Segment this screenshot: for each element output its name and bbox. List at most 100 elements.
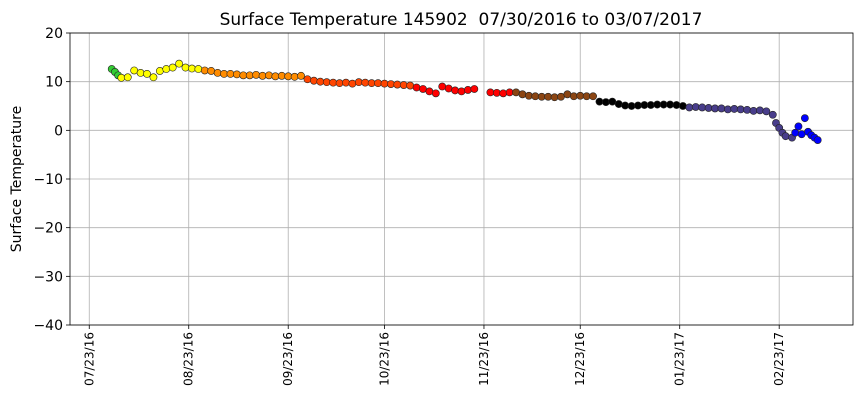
data-point: [335, 79, 344, 88]
data-point: [499, 89, 508, 98]
data-point: [544, 92, 553, 101]
data-point: [207, 67, 216, 75]
y-tick-label: −40: [33, 318, 63, 334]
data-point: [679, 102, 687, 110]
data-point: [464, 86, 472, 94]
data-point: [486, 88, 495, 97]
data-point: [743, 105, 752, 114]
data-point: [342, 78, 350, 87]
data-point: [589, 92, 597, 101]
data-point: [258, 71, 267, 80]
data-point: [245, 71, 254, 80]
y-tick-label: −30: [33, 269, 63, 285]
data-point: [194, 65, 203, 73]
data-point: [595, 97, 604, 106]
data-point: [431, 89, 440, 98]
data-point: [444, 84, 453, 93]
x-tick-label: 11/23/16: [477, 332, 491, 386]
data-point: [309, 76, 318, 85]
data-point: [188, 64, 196, 73]
data-point: [284, 72, 293, 81]
data-point: [271, 72, 280, 81]
data-point: [406, 81, 415, 90]
data-point: [136, 69, 145, 77]
data-point: [717, 104, 726, 113]
data-point: [226, 69, 235, 78]
x-tick-label: 07/23/16: [82, 332, 96, 386]
data-point: [181, 63, 190, 72]
data-point: [730, 105, 739, 113]
y-tick-label: 20: [45, 26, 63, 42]
data-point: [348, 79, 357, 88]
data-point: [149, 73, 158, 82]
x-tick-label: 09/23/16: [281, 332, 295, 386]
data-point: [492, 88, 501, 97]
data-point: [252, 70, 261, 79]
data-point: [354, 78, 363, 87]
data-point: [646, 101, 655, 109]
chart-title: Surface Temperature 145902 07/30/2016 to…: [220, 10, 703, 30]
data-point: [563, 90, 572, 99]
data-point: [512, 88, 520, 97]
data-point: [277, 71, 286, 80]
data-point: [155, 67, 164, 75]
data-point: [550, 93, 559, 102]
data-point: [813, 136, 822, 144]
data-point: [316, 77, 325, 86]
data-point: [380, 79, 389, 88]
y-tick-label: −10: [33, 172, 63, 188]
data-point: [175, 59, 184, 68]
data-point: [685, 103, 694, 112]
data-point: [361, 78, 370, 87]
x-tick-label: 12/23/16: [573, 332, 587, 386]
y-tick-label: −20: [33, 221, 63, 237]
data-point: [569, 92, 578, 101]
data-point: [143, 69, 151, 78]
data-point: [290, 72, 299, 81]
data-point: [162, 65, 171, 73]
data-point: [399, 81, 408, 89]
data-point: [425, 87, 434, 96]
data-point: [297, 71, 305, 80]
data-point: [524, 91, 533, 100]
data-point: [232, 70, 241, 79]
data-point: [704, 104, 713, 112]
data-point: [393, 80, 402, 89]
data-point: [794, 122, 803, 131]
data-point: [762, 107, 771, 116]
data-point: [634, 101, 642, 110]
x-tick-label: 10/23/16: [377, 332, 391, 386]
data-point: [576, 91, 585, 100]
data-point: [412, 83, 421, 92]
data-point: [749, 106, 758, 115]
data-point: [781, 132, 790, 141]
data-point: [457, 87, 466, 96]
data-point: [168, 63, 177, 72]
data-point: [531, 92, 540, 101]
data-point: [451, 86, 459, 95]
data-point: [602, 98, 610, 107]
data-point: [470, 85, 479, 93]
x-tick-label: 02/23/17: [772, 332, 786, 386]
data-point: [723, 105, 732, 114]
data-point: [756, 106, 764, 115]
data-point: [627, 102, 636, 110]
data-point: [303, 75, 312, 84]
data-point: [666, 100, 674, 109]
data-point: [387, 80, 395, 88]
data-point: [518, 90, 527, 99]
data-point: [213, 69, 222, 77]
data-point: [691, 103, 700, 111]
data-point: [614, 100, 623, 108]
data-point: [329, 78, 338, 87]
data-point: [438, 82, 447, 91]
data-point: [736, 105, 745, 114]
data-point: [800, 114, 809, 123]
x-tick-label: 01/23/17: [673, 332, 687, 386]
x-tick-label: 08/23/16: [182, 332, 196, 386]
data-point: [768, 110, 777, 119]
data-point: [374, 79, 382, 88]
y-tick-label: 10: [45, 75, 63, 91]
data-point: [117, 73, 126, 82]
